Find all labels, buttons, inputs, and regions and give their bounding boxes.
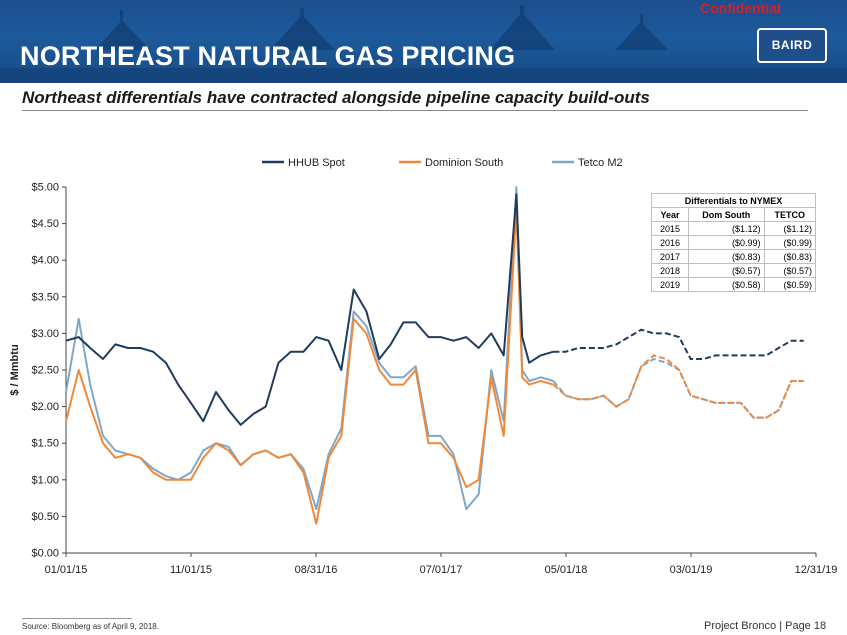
table-cell-year: 2017 [650,249,690,264]
page-footer: Project Bronco | Page 18 [704,620,827,632]
y-tick-label: $2.00 [31,401,59,413]
table-cell-year: 2015 [650,221,690,236]
y-tick-label: $0.50 [31,511,59,523]
series-line-historical [65,208,554,525]
table-cell-tetco: ($0.59) [763,277,817,292]
footer-rule [22,618,132,619]
header-banner: NORTHEAST NATURAL GAS PRICING Confidenti… [0,0,847,83]
table-row: 2015 ($1.12) ($1.12) [650,221,817,236]
y-tick-label: $0.00 [31,548,59,560]
x-tick-label: 08/31/16 [295,564,338,576]
table-header-year: Year [650,207,690,222]
y-tick-label: $4.00 [31,255,59,267]
table-cell-tetco: ($0.57) [763,263,817,278]
series-line-forecast [552,357,804,419]
x-tick-label: 03/01/19 [670,564,713,576]
table-row: 2017 ($0.83) ($0.83) [650,249,817,264]
table-cell-year: 2018 [650,263,690,278]
table-cell-year: 2019 [650,277,690,292]
y-tick-label: $1.00 [31,474,59,486]
y-tick-label: $3.00 [31,328,59,340]
x-tick-label: 11/01/15 [170,564,212,576]
legend-label: Tetco M2 [578,157,623,169]
y-tick-label: $3.50 [31,291,59,303]
legend-label: HHUB Spot [288,157,345,169]
table-cell-tetco: ($0.99) [763,235,817,250]
y-tick-label: $1.50 [31,438,59,450]
table-cell-tetco: ($0.83) [763,249,817,264]
table-row: 2018 ($0.57) ($0.57) [650,263,817,278]
table-cell-dom-south: ($0.58) [688,277,765,292]
table-cell-dom-south: ($1.12) [688,221,765,236]
confidential-label: Confidential [700,0,781,16]
x-tick-label: 12/31/19 [795,564,838,576]
page-title: NORTHEAST NATURAL GAS PRICING [20,41,516,71]
table-header-dom-south: Dom South [688,207,765,222]
table-row: 2016 ($0.99) ($0.99) [650,235,817,250]
x-tick-label: 07/01/17 [420,564,463,576]
differentials-table: Differentials to NYMEX Year Dom South TE… [650,193,817,292]
x-tick-label: 01/01/15 [45,564,88,576]
baird-logo: BAIRD [757,28,827,63]
table-cell-dom-south: ($0.83) [688,249,765,264]
series-line-forecast [552,354,804,419]
legend-label: Dominion South [425,157,503,169]
logo-text: BAIRD [771,38,813,52]
y-axis-label: $ / Mmbtu [9,344,21,395]
y-tick-label: $5.00 [31,182,59,194]
subtitle-rule [22,110,808,111]
series-line-historical [65,193,554,426]
y-tick-label: $2.50 [31,365,59,377]
source-note: Source: Bloomberg as of April 9, 2018. [22,622,159,631]
table-cell-year: 2016 [650,235,690,250]
oil-field-background [0,5,847,83]
y-tick-label: $4.50 [31,218,59,230]
x-tick-label: 05/01/18 [545,564,588,576]
table-cell-dom-south: ($0.99) [688,235,765,250]
table-cell-tetco: ($1.12) [763,221,817,236]
table-row: 2019 ($0.58) ($0.59) [650,277,817,292]
page-subtitle: Northeast differentials have contracted … [22,88,650,107]
series-line-forecast [553,328,804,360]
table-cell-dom-south: ($0.57) [688,263,765,278]
table-caption: Differentials to NYMEX [651,193,816,208]
table-header-tetco: TETCO [763,207,817,222]
